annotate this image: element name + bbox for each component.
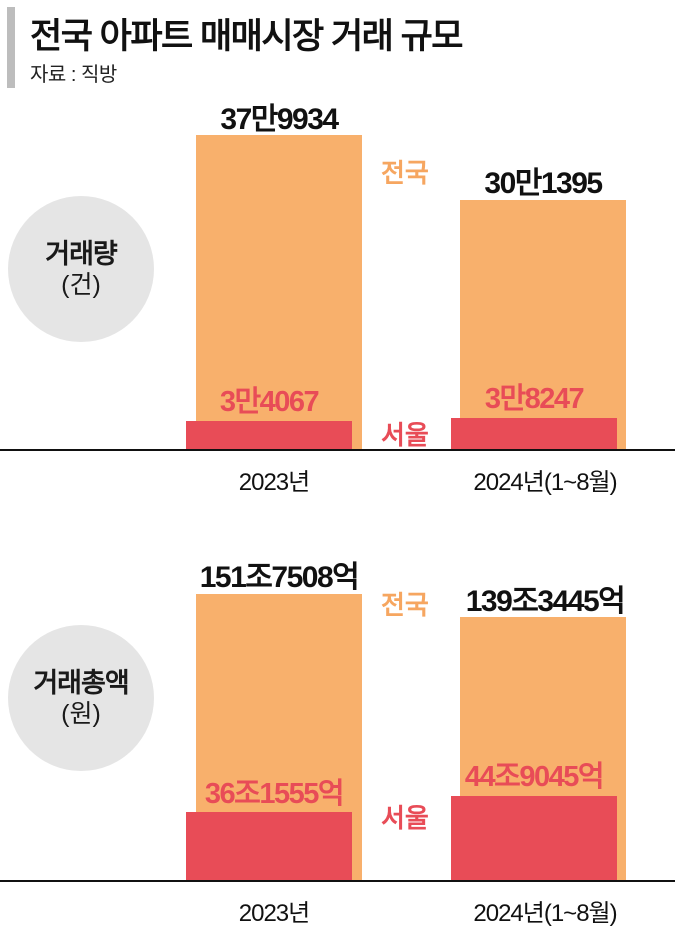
seoul-value-2023: 3만4067 [219, 386, 320, 418]
metric-title: 거래량 [45, 238, 118, 269]
x-axis-line [0, 880, 675, 882]
source-note: 자료 : 직방 [30, 64, 117, 86]
national-series-label: 전국 [381, 590, 429, 620]
volume-chart: 거래량 (건) 37만9934 3만4067 전국 서울 30만1395 3만8… [0, 103, 675, 496]
seoul-series-label: 서울 [381, 420, 429, 450]
seoul-value-2023: 36조1555억 [204, 778, 345, 810]
national-value-2023: 151조7508억 [199, 561, 360, 594]
chart-title: 전국 아파트 매매시장 거래 규모 [30, 17, 464, 56]
national-bar-2024 [460, 200, 626, 449]
title-accent-bar [7, 7, 15, 88]
seoul-bar-2024 [451, 418, 617, 449]
x-label-2023: 2023년 [238, 900, 310, 927]
national-value-2024: 139조3445억 [465, 585, 626, 618]
seoul-bar-2023 [186, 421, 352, 449]
metric-title: 거래총액 [33, 667, 129, 698]
national-series-label: 전국 [381, 158, 429, 188]
seoul-bar-2023 [186, 812, 352, 880]
x-label-2023: 2023년 [238, 469, 310, 496]
national-bar-2023 [196, 135, 362, 449]
metric-badge: 거래총액 (원) [8, 625, 154, 771]
metric-badge: 거래량 (건) [8, 196, 154, 342]
national-value-2023: 37만9934 [220, 103, 339, 136]
x-label-2024: 2024년(1~8월) [473, 469, 617, 496]
seoul-series-label: 서울 [381, 803, 429, 833]
metric-unit: (건) [61, 271, 101, 300]
seoul-value-2024: 3만8247 [484, 383, 585, 415]
x-label-2024: 2024년(1~8월) [473, 900, 617, 927]
seoul-bar-2024 [451, 796, 617, 880]
metric-unit: (원) [61, 700, 101, 729]
x-axis-line [0, 449, 675, 451]
national-value-2024: 30만1395 [484, 167, 603, 200]
seoul-value-2024: 44조9045억 [464, 761, 605, 793]
